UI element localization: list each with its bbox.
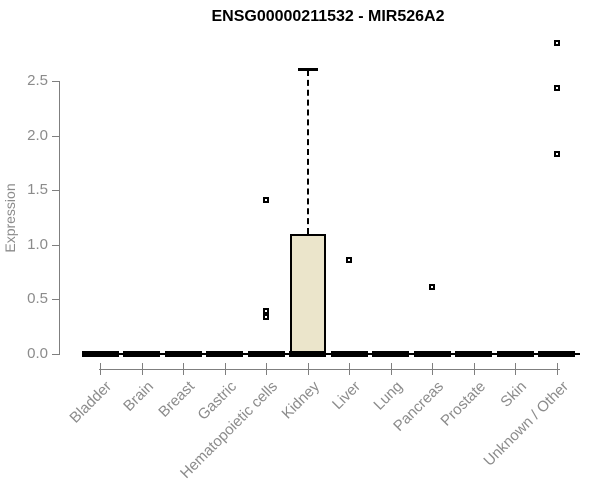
x-axis-tick <box>266 363 267 375</box>
x-axis-tick <box>432 363 433 375</box>
whisker-staple <box>243 353 248 355</box>
median-bar <box>372 351 414 357</box>
x-axis-line <box>99 369 560 370</box>
y-tick-label: 2.5 <box>27 72 48 89</box>
outlier-point <box>346 257 352 264</box>
y-axis-tick <box>52 299 59 301</box>
chart-title: ENSG00000211532 - MIR526A2 <box>211 8 445 25</box>
median-bar <box>496 351 539 357</box>
x-axis-tick <box>390 363 392 375</box>
outlier-point <box>553 84 560 91</box>
y-axis-line <box>59 81 60 355</box>
whisker-staple <box>201 353 207 355</box>
y-axis-tick <box>52 354 59 355</box>
median-bar <box>164 351 207 357</box>
x-axis-tick <box>100 363 101 375</box>
median-bar <box>123 351 165 357</box>
whisker-staple <box>284 353 290 355</box>
x-axis-tick <box>224 363 226 375</box>
x-axis-tick <box>349 363 350 375</box>
x-axis-tick <box>183 363 184 375</box>
whisker-staple <box>450 353 456 355</box>
box <box>289 233 326 354</box>
y-tick-label: 0.5 <box>27 290 48 308</box>
x-axis-tick <box>515 363 516 375</box>
whisker-staple <box>533 353 539 355</box>
y-tick-label: 1.5 <box>27 181 48 199</box>
median-bar <box>206 351 248 357</box>
median-bar <box>247 351 290 357</box>
outlier-point <box>553 39 560 46</box>
outlier-point <box>263 313 269 320</box>
whisker-staple <box>409 353 414 355</box>
whisker-staple <box>326 353 331 355</box>
median-bar <box>455 351 497 357</box>
whisker-staple <box>575 353 580 355</box>
outlier-point <box>553 151 560 158</box>
y-axis-tick <box>52 81 59 82</box>
y-tick-label: 1.0 <box>27 235 48 253</box>
whisker-staple <box>160 353 165 355</box>
median-bar <box>289 351 331 357</box>
outlier-point <box>429 284 435 291</box>
x-axis-tick <box>473 363 475 375</box>
median-bar <box>538 351 580 357</box>
whisker-staple <box>367 353 373 355</box>
outlier-point <box>263 308 269 315</box>
median-bar <box>413 351 456 357</box>
x-axis-tick <box>141 363 143 375</box>
outlier-point <box>263 197 269 204</box>
y-axis-tick <box>52 190 59 192</box>
y-tick-label: 0.0 <box>27 345 48 362</box>
x-axis-tick <box>556 363 558 375</box>
median-bar <box>81 351 124 357</box>
whisker-staple <box>492 353 497 355</box>
whisker-upper <box>306 70 309 234</box>
median-bar <box>330 351 373 357</box>
whisker-staple <box>118 353 124 355</box>
y-tick-label: 2.0 <box>27 126 48 144</box>
y-axis-tick <box>52 244 59 246</box>
x-axis-tick <box>307 363 309 375</box>
y-axis-tick <box>52 135 59 137</box>
whisker-cap-upper <box>297 68 318 72</box>
